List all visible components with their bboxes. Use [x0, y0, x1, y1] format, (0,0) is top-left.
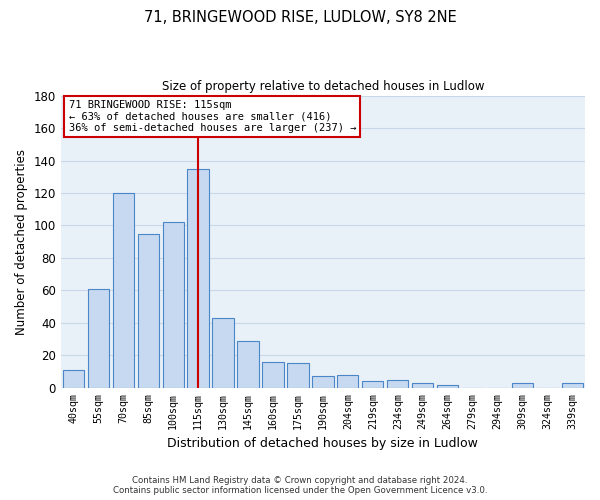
Bar: [137, 234, 159, 388]
Text: Contains HM Land Registry data © Crown copyright and database right 2024.
Contai: Contains HM Land Registry data © Crown c…: [113, 476, 487, 495]
Bar: [212, 318, 233, 388]
Bar: [412, 383, 433, 388]
Bar: [163, 222, 184, 388]
Bar: [287, 364, 308, 388]
Bar: [62, 370, 84, 388]
Text: 71, BRINGEWOOD RISE, LUDLOW, SY8 2NE: 71, BRINGEWOOD RISE, LUDLOW, SY8 2NE: [143, 10, 457, 25]
Bar: [187, 168, 209, 388]
Bar: [312, 376, 334, 388]
Text: 71 BRINGEWOOD RISE: 115sqm
← 63% of detached houses are smaller (416)
36% of sem: 71 BRINGEWOOD RISE: 115sqm ← 63% of deta…: [68, 100, 356, 133]
Y-axis label: Number of detached properties: Number of detached properties: [15, 148, 28, 334]
Bar: [238, 340, 259, 388]
X-axis label: Distribution of detached houses by size in Ludlow: Distribution of detached houses by size …: [167, 437, 478, 450]
Bar: [437, 384, 458, 388]
Title: Size of property relative to detached houses in Ludlow: Size of property relative to detached ho…: [161, 80, 484, 93]
Bar: [113, 193, 134, 388]
Bar: [362, 382, 383, 388]
Bar: [562, 383, 583, 388]
Bar: [88, 289, 109, 388]
Bar: [387, 380, 409, 388]
Bar: [337, 375, 358, 388]
Bar: [262, 362, 284, 388]
Bar: [512, 383, 533, 388]
